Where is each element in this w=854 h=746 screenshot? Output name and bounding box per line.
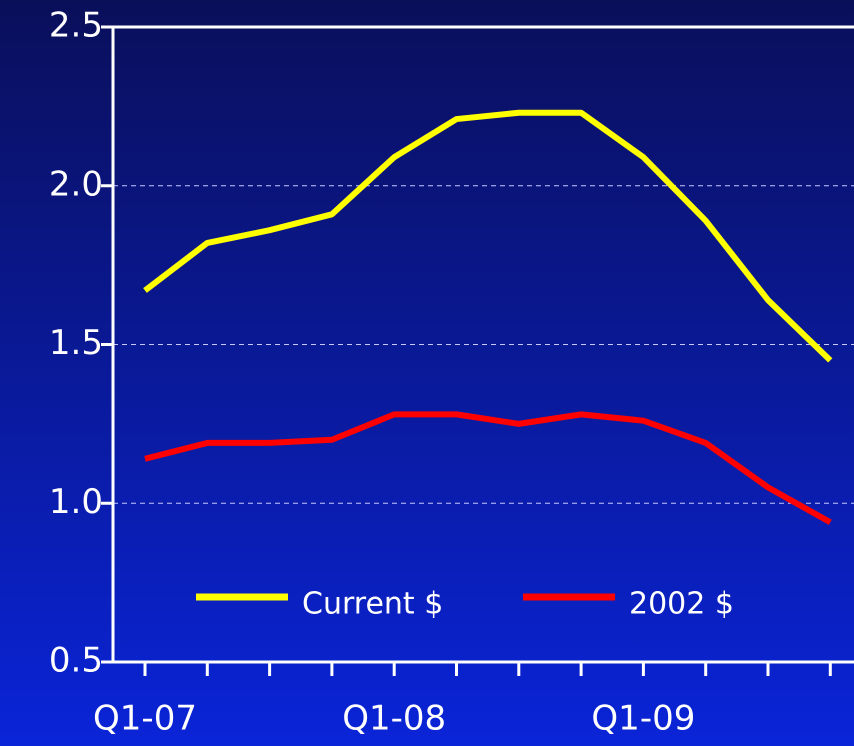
y-tick-label: 1.0 bbox=[49, 482, 103, 522]
x-tick-label: Q1-07 bbox=[93, 699, 197, 739]
y-tick-label: 2.0 bbox=[49, 164, 103, 204]
y-tick-label: 2.5 bbox=[49, 6, 103, 46]
line-series bbox=[144, 411, 832, 525]
y-tick-label: 0.5 bbox=[49, 641, 103, 681]
x-tick-label: Q1-08 bbox=[342, 699, 446, 739]
line-series bbox=[143, 109, 833, 363]
x-tick-label: Q1-09 bbox=[591, 699, 695, 739]
legend-label: Current $ bbox=[302, 587, 443, 622]
y-tick-label: 1.5 bbox=[49, 323, 103, 363]
legend-label: 2002 $ bbox=[629, 587, 734, 622]
